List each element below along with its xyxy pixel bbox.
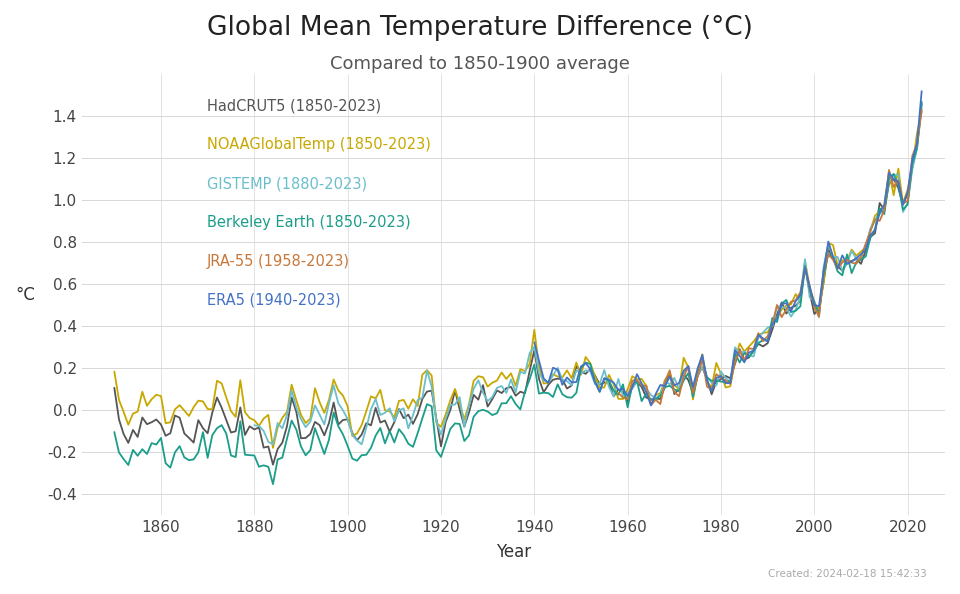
ERA5 (1940-2023) (725, 380, 736, 387)
Berkeley Earth (1850-2023) (193, 448, 204, 456)
GISTEMP (1880-2023) (347, 431, 358, 438)
NOAAGlobalTemp (1850-2023) (193, 397, 204, 405)
Berkeley Earth (1850-2023) (108, 428, 120, 435)
GISTEMP (1880-2023) (790, 307, 802, 314)
JRA-55 (1958-2023) (710, 371, 722, 378)
Berkeley Earth (1850-2023) (547, 393, 559, 400)
ERA5 (1940-2023) (916, 88, 927, 95)
Line: Berkeley Earth (1850-2023): Berkeley Earth (1850-2023) (114, 102, 922, 484)
ERA5 (1940-2023) (552, 366, 564, 373)
HadCRUT5 (1850-2023) (193, 416, 204, 424)
NOAAGlobalTemp (1850-2023) (141, 402, 153, 409)
HadCRUT5 (1850-2023) (108, 384, 120, 391)
ERA5 (1940-2023) (533, 357, 544, 364)
GISTEMP (1880-2023) (249, 422, 260, 429)
GISTEMP (1880-2023) (916, 105, 927, 112)
JRA-55 (1958-2023) (855, 253, 867, 260)
ERA5 (1940-2023) (645, 402, 657, 409)
Line: JRA-55 (1958-2023): JRA-55 (1958-2023) (618, 110, 922, 405)
HadCRUT5 (1850-2023) (141, 421, 153, 428)
Text: GISTEMP (1880-2023): GISTEMP (1880-2023) (206, 176, 367, 191)
Text: Compared to 1850-1900 average: Compared to 1850-1900 average (330, 55, 630, 72)
Text: ERA5 (1940-2023): ERA5 (1940-2023) (206, 292, 341, 308)
Berkeley Earth (1850-2023) (141, 450, 153, 457)
Text: HadCRUT5 (1850-2023): HadCRUT5 (1850-2023) (206, 99, 381, 113)
HadCRUT5 (1850-2023) (916, 100, 927, 108)
GISTEMP (1880-2023) (730, 344, 741, 351)
Berkeley Earth (1850-2023) (710, 377, 722, 384)
Berkeley Earth (1850-2023) (916, 98, 927, 105)
NOAAGlobalTemp (1850-2023) (108, 368, 120, 375)
Berkeley Earth (1850-2023) (645, 396, 657, 403)
HadCRUT5 (1850-2023) (118, 431, 130, 438)
JRA-55 (1958-2023) (692, 373, 704, 380)
Line: HadCRUT5 (1850-2023): HadCRUT5 (1850-2023) (114, 104, 922, 465)
HadCRUT5 (1850-2023) (267, 461, 278, 468)
NOAAGlobalTemp (1850-2023) (710, 359, 722, 366)
Line: GISTEMP (1880-2023): GISTEMP (1880-2023) (254, 108, 922, 444)
ERA5 (1940-2023) (529, 339, 540, 346)
Line: ERA5 (1940-2023): ERA5 (1940-2023) (535, 91, 922, 406)
Text: JRA-55 (1958-2023): JRA-55 (1958-2023) (206, 254, 349, 268)
GISTEMP (1880-2023) (800, 255, 811, 263)
JRA-55 (1958-2023) (636, 382, 647, 389)
ERA5 (1940-2023) (706, 388, 717, 395)
Text: Global Mean Temperature Difference (°C): Global Mean Temperature Difference (°C) (207, 15, 753, 41)
JRA-55 (1958-2023) (916, 106, 927, 113)
ERA5 (1940-2023) (846, 258, 857, 265)
X-axis label: Year: Year (495, 543, 531, 561)
HadCRUT5 (1850-2023) (645, 396, 657, 403)
Text: NOAAGlobalTemp (1850-2023): NOAAGlobalTemp (1850-2023) (206, 137, 431, 153)
Text: Created: 2024-02-18 15:42:33: Created: 2024-02-18 15:42:33 (768, 569, 926, 579)
Text: Berkeley Earth (1850-2023): Berkeley Earth (1850-2023) (206, 215, 411, 230)
Berkeley Earth (1850-2023) (267, 481, 278, 488)
NOAAGlobalTemp (1850-2023) (916, 109, 927, 116)
HadCRUT5 (1850-2023) (710, 378, 722, 385)
ERA5 (1940-2023) (828, 253, 839, 260)
NOAAGlobalTemp (1850-2023) (267, 444, 278, 451)
Line: NOAAGlobalTemp (1850-2023): NOAAGlobalTemp (1850-2023) (114, 112, 922, 448)
GISTEMP (1880-2023) (356, 441, 368, 448)
NOAAGlobalTemp (1850-2023) (118, 409, 130, 416)
GISTEMP (1880-2023) (459, 423, 470, 430)
JRA-55 (1958-2023) (898, 200, 909, 207)
Berkeley Earth (1850-2023) (118, 456, 130, 463)
JRA-55 (1958-2023) (748, 346, 759, 353)
Y-axis label: °C: °C (15, 286, 35, 304)
HadCRUT5 (1850-2023) (547, 376, 559, 383)
JRA-55 (1958-2023) (645, 402, 657, 409)
NOAAGlobalTemp (1850-2023) (547, 371, 559, 378)
NOAAGlobalTemp (1850-2023) (645, 402, 657, 409)
JRA-55 (1958-2023) (612, 389, 624, 396)
GISTEMP (1880-2023) (296, 416, 307, 423)
